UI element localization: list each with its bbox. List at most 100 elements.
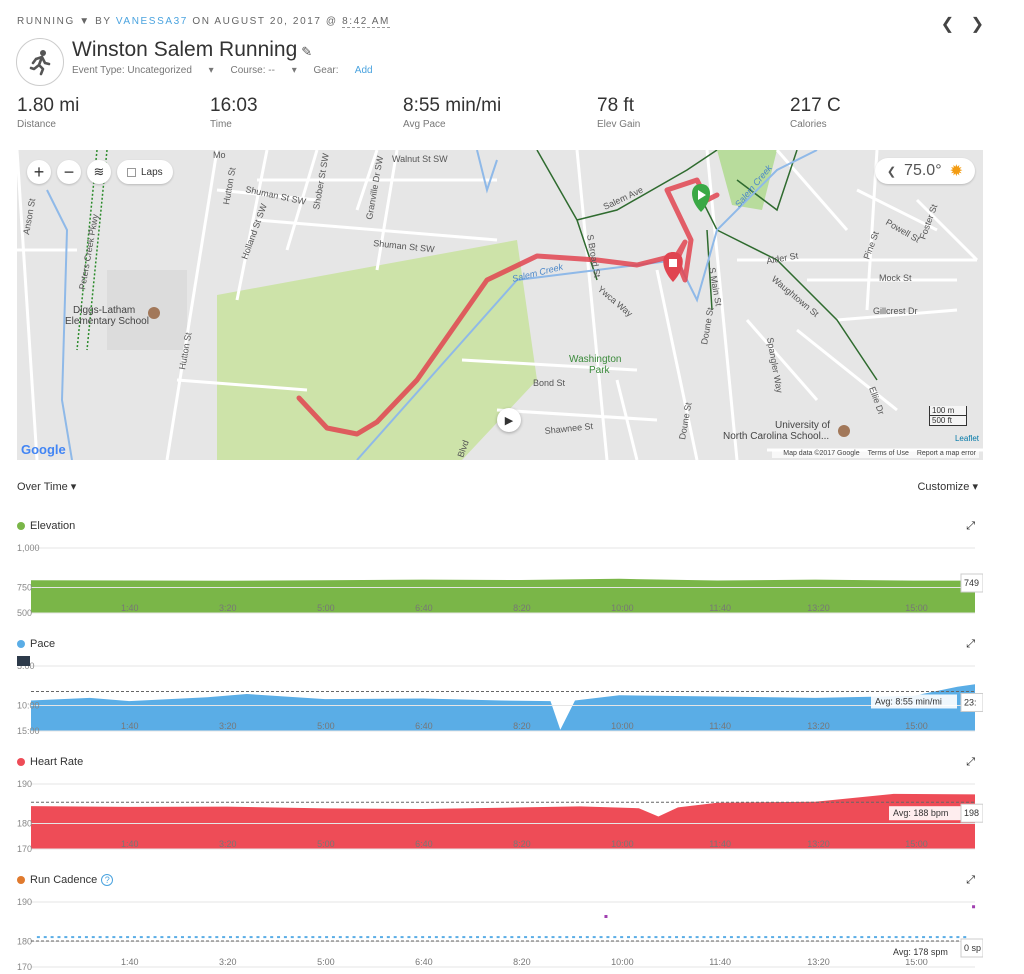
pace-plot[interactable]: 5:0010:0015:001:403:205:006:408:2010:001… <box>17 656 983 736</box>
avg-label-text: Avg: 178 spm <box>893 947 948 957</box>
cadence-point <box>283 936 287 939</box>
zoom-out-button[interactable]: − <box>57 160 81 184</box>
x-tick-label: 5:00 <box>317 839 335 849</box>
stat-avg-pace: 8:55 min/mi Avg Pace <box>403 95 501 130</box>
chart-header: Pace <box>17 638 55 650</box>
x-tick-label: 11:40 <box>709 957 731 967</box>
label-shuman-2: Shuman St SW <box>373 238 436 254</box>
start-marker[interactable] <box>692 184 710 212</box>
gear-add-link[interactable]: Add <box>354 65 373 76</box>
cadence-point <box>880 936 884 939</box>
cadence-point <box>414 936 418 939</box>
x-tick-label: 3:20 <box>219 957 237 967</box>
park-area-ne <box>717 150 777 210</box>
chevron-left-icon[interactable]: ❮ <box>886 165 897 178</box>
cadence-point <box>256 936 260 939</box>
expand-icon[interactable]: ⤢ <box>966 874 975 886</box>
x-tick-label: 10:00 <box>611 957 634 967</box>
chevron-down-icon[interactable]: ▼ <box>79 16 91 27</box>
laps-checkbox[interactable] <box>127 167 136 177</box>
cadence-point <box>57 936 61 939</box>
y-tick-label: 190 <box>17 897 32 907</box>
cadence-point <box>482 936 486 939</box>
activity-type[interactable]: RUNNING <box>17 16 75 27</box>
cadence-point <box>846 936 850 939</box>
cadence-point <box>565 936 569 939</box>
x-tick-label: 11:40 <box>709 839 731 849</box>
area-series <box>31 793 975 849</box>
stat-label: Calories <box>790 119 827 130</box>
chart-title: Elevation <box>30 520 76 532</box>
cadence-point <box>860 936 864 939</box>
cadence-point <box>949 936 953 939</box>
cadence-chart: Run Cadence? ⤢ 190 180 170 1:40 3:20 5:00 6:40… <box>17 874 983 974</box>
cadence-point <box>263 936 267 939</box>
zoom-in-button[interactable]: + <box>27 160 51 184</box>
cadence-point <box>935 936 939 939</box>
course-dropdown[interactable]: Course: -- ▾ <box>230 65 297 76</box>
x-tick-label: 8:20 <box>513 721 531 731</box>
cadence-point <box>84 936 88 939</box>
finish-marker[interactable] <box>663 252 683 282</box>
cadence-plot[interactable]: 190 180 170 1:40 3:20 5:00 6:40 8:20 10:00 11:40 1… <box>17 892 983 974</box>
expand-icon[interactable]: ⤢ <box>966 520 975 532</box>
scale-meters: 100 m <box>929 406 967 416</box>
cadence-point <box>139 936 143 939</box>
x-tick-label: 6:40 <box>415 721 433 731</box>
by-label: BY <box>95 16 112 27</box>
x-tick-label: 1:40 <box>121 721 139 731</box>
x-tick-label: 10:00 <box>611 721 634 731</box>
cadence-point <box>572 936 576 939</box>
cadence-point <box>325 936 329 939</box>
chevron-left-icon[interactable]: ❮ <box>940 16 955 33</box>
customize-dropdown[interactable]: Customize ▾ <box>917 481 978 493</box>
route-map[interactable]: Walnut St SW Shuman St SW Shuman St SW H… <box>17 150 983 460</box>
time-label[interactable]: 8:42 AM <box>342 16 390 28</box>
map-canvas[interactable]: Walnut St SW Shuman St SW Shuman St SW H… <box>17 150 983 460</box>
cadence-point <box>839 936 843 939</box>
cadence-point <box>750 936 754 939</box>
cursor-value: 0 sp <box>964 943 981 953</box>
cadence-point <box>819 936 823 939</box>
cadence-point <box>812 936 816 939</box>
cadence-point <box>235 936 239 939</box>
username-link[interactable]: VANESSA37 <box>115 16 188 27</box>
route-path[interactable] <box>296 177 720 437</box>
cadence-point <box>194 936 198 939</box>
chevron-right-icon[interactable]: ❯ <box>970 16 984 33</box>
cadence-point <box>832 936 836 939</box>
cadence-point <box>771 936 775 939</box>
play-button[interactable]: ▶ <box>497 408 521 432</box>
avg-label: Avg: 178 spm <box>889 945 975 959</box>
event-type-dropdown[interactable]: Event Type: Uncategorized ▾ <box>72 65 214 76</box>
y-tick-label: 180 <box>17 819 32 829</box>
leaflet-link[interactable]: Leaflet <box>954 434 979 443</box>
cadence-point <box>585 936 589 939</box>
terms-link[interactable]: Terms of Use <box>867 450 909 457</box>
report-link[interactable]: Report a map error <box>916 450 976 457</box>
cadence-point <box>681 936 685 939</box>
cadence-point <box>249 936 253 939</box>
x-tick-label: 13:20 <box>807 603 830 613</box>
cadence-point <box>640 936 644 939</box>
laps-toggle[interactable]: Laps <box>117 160 173 184</box>
x-tick-label: 8:20 <box>513 839 531 849</box>
heart-rate-plot[interactable]: 190 180 170 1:40 3:20 5:00 6:40 8:20 10:00 11:40 1… <box>17 774 983 854</box>
cadence-point <box>764 936 768 939</box>
help-icon[interactable]: ? <box>101 874 114 886</box>
pencil-icon[interactable]: ✎ <box>301 44 313 59</box>
activity-title[interactable]: Winston Salem Running <box>72 38 298 61</box>
elevation-plot[interactable]: 1,000 750 500 1:40 3:20 5:00 6:40 8:20 10:00 11:4… <box>17 538 983 618</box>
cadence-point <box>530 936 534 939</box>
label-hutton-1: Hutton St <box>221 166 237 205</box>
x-tick-label: 3:20 <box>219 603 237 613</box>
over-time-dropdown[interactable]: Over Time ▾ <box>17 481 77 493</box>
weather-widget[interactable]: ❮ 75.0° ✹ <box>874 158 975 184</box>
expand-icon[interactable]: ⤢ <box>966 756 975 768</box>
cadence-point <box>318 936 322 939</box>
pace-chart: Pace ⤢ 5:0010:0015:001:403:205:006:408:2… <box>17 638 983 738</box>
cursor-time-bg <box>17 656 30 666</box>
cadence-point <box>153 936 157 939</box>
layers-icon[interactable]: ≋ <box>87 160 111 184</box>
expand-icon[interactable]: ⤢ <box>966 638 975 650</box>
